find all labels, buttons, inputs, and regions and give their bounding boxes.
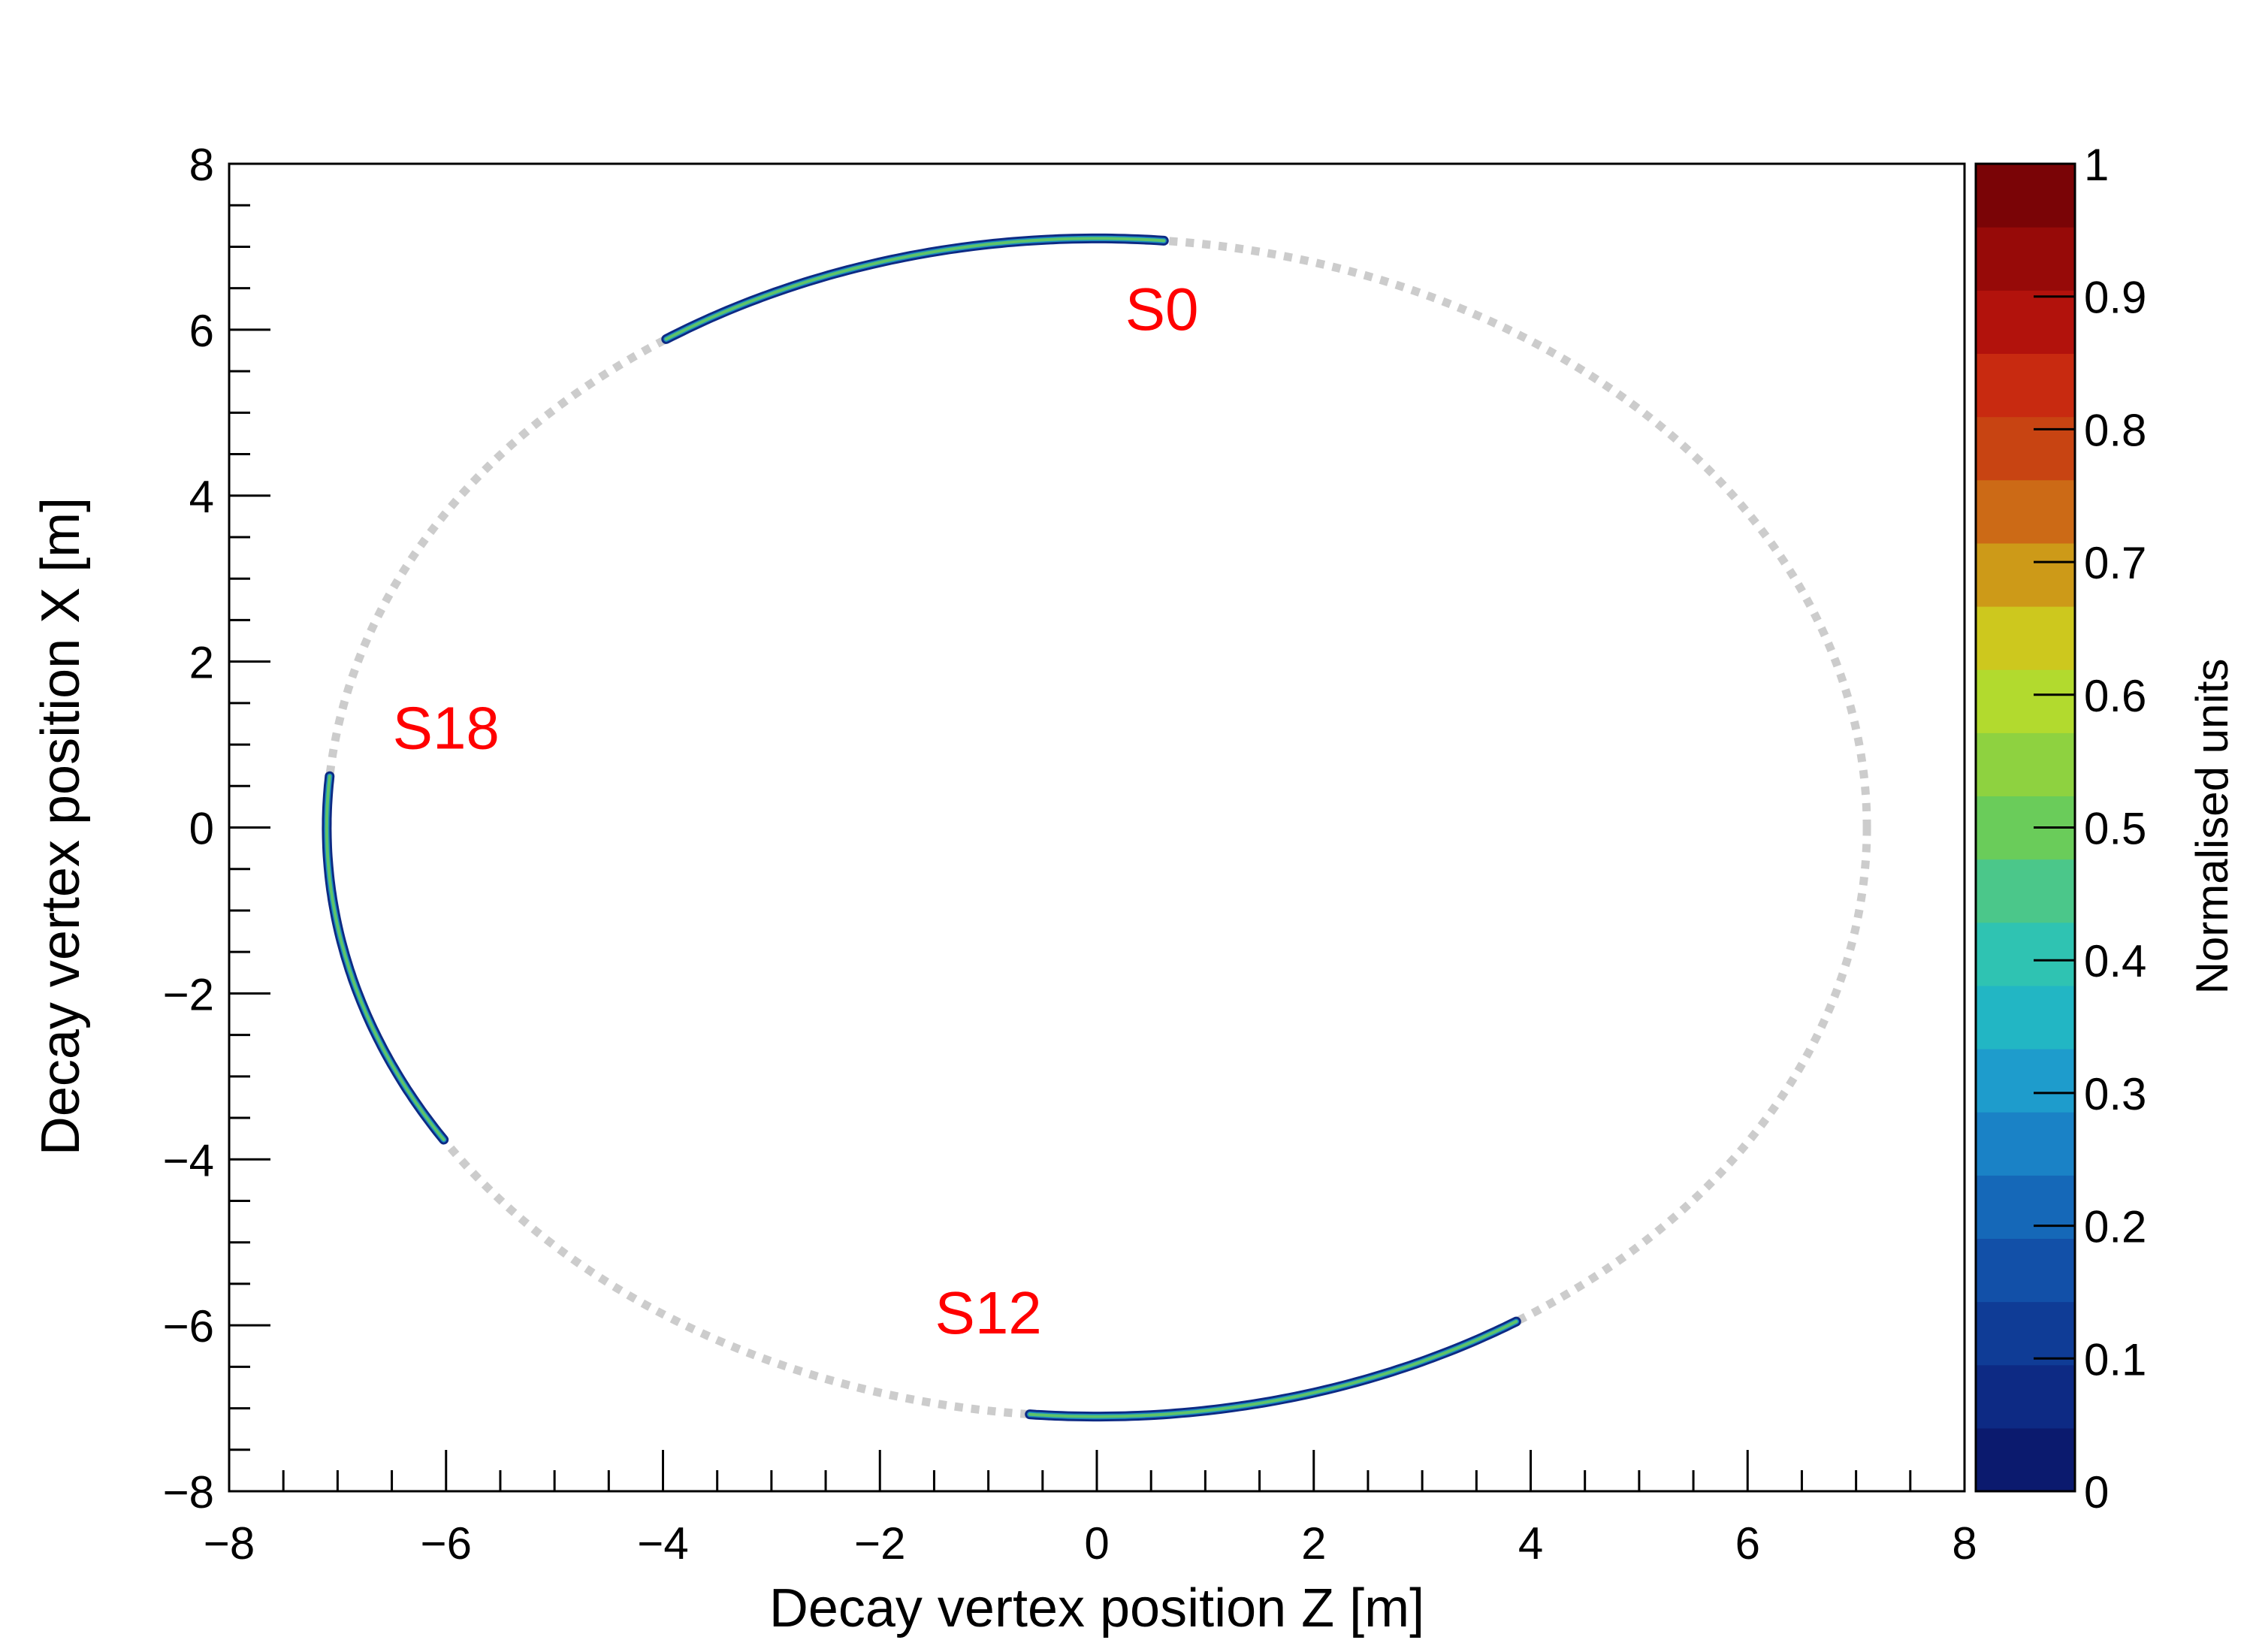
colorbar-tick-label: 1 [2084,140,2109,190]
plot-frame [228,162,1966,1493]
colorbar-tick-label: 0 [2084,1467,2109,1518]
colorbar-swatch [1976,1112,2075,1176]
annotation-s0: S0 [1125,276,1199,343]
reference-circle-path [322,234,1871,1421]
colorbar-swatch [1976,669,2075,733]
colorbar-swatch [1976,606,2075,670]
y-tick-label: −2 [163,969,214,1019]
reference-circle [322,234,1871,1421]
colorbar-swatch [1976,353,2075,418]
colorbar-tick-label: 0.3 [2084,1069,2146,1119]
cluster-s18-band-1 [324,773,447,1143]
colorbar-swatch [1976,859,2075,923]
cluster-s18 [322,771,449,1145]
colorbar-swatch [1976,1049,2075,1113]
colorbar-tick-label: 0.6 [2084,671,2146,721]
colorbar-swatch [1976,479,2075,544]
x-tick-label: −6 [421,1518,472,1569]
colorbar-swatch [1976,227,2075,291]
colorbar-swatch [1976,1175,2075,1240]
x-tick-label: 2 [1301,1518,1326,1569]
y-axis-ticks: −8 −6 −4 −2 0 2 4 6 8 [163,140,270,1518]
y-tick-label: 4 [189,472,214,522]
colorbar-tick-label: 0.4 [2084,936,2146,986]
colorbar-swatch [1976,1364,2075,1429]
cluster-s12 [1025,1316,1521,1422]
colorbar-swatch [1976,416,2075,481]
colorbar-tick-label: 0.1 [2084,1334,2146,1385]
x-axis-ticks: −8 −6 −4 −2 0 2 4 6 8 [204,1450,1977,1569]
x-tick-label: 8 [1952,1518,1977,1569]
cluster-s0 [661,233,1169,344]
colorbar-swatch [1976,922,2075,986]
y-tick-label: 8 [189,140,214,190]
x-tick-label: −2 [854,1518,905,1569]
cluster-annotations: S0 S18 S12 [393,276,1199,1346]
colorbar-swatch [1976,164,2075,228]
y-tick-label: −8 [163,1467,214,1518]
y-tick-label: 6 [189,306,214,356]
x-tick-label: −8 [204,1518,255,1569]
cluster-s0-band-2 [664,237,1166,341]
cluster-s12-band-2 [1028,1320,1518,1418]
colorbar-swatch [1976,985,2075,1049]
y-tick-label: 2 [189,638,214,688]
colorbar-tick-label: 0.5 [2084,804,2146,854]
heatmap-clusters [322,233,1521,1422]
y-tick-label: 0 [189,804,214,854]
x-tick-label: 0 [1084,1518,1109,1569]
colorbar-tick-label: 0.7 [2084,538,2146,588]
annotation-s12: S12 [935,1279,1041,1346]
y-tick-label: −6 [163,1301,214,1351]
y-tick-label: −4 [163,1135,214,1185]
colorbar-tick-label: 0.8 [2084,405,2146,455]
cluster-s18-band-2 [325,775,445,1141]
colorbar: 0 0.1 0.2 0.3 0.4 0.5 0.6 0.7 0.8 0.9 1 [1974,140,2146,1518]
x-tick-label: −4 [637,1518,688,1569]
colorbar-swatch [1976,732,2075,797]
x-axis-title: Decay vertex position Z [m] [769,1578,1424,1638]
colorbar-swatch [1976,1238,2075,1303]
colorbar-swatch [1976,290,2075,355]
colorbar-swatch [1976,1427,2075,1492]
x-tick-label: 6 [1735,1518,1760,1569]
colorbar-tick-label: 0.9 [2084,273,2146,323]
colorbar-tick-label: 0.2 [2084,1202,2146,1252]
y-axis-title: Decay vertex position X [m] [31,497,91,1155]
x-tick-label: 4 [1518,1518,1543,1569]
annotation-s18: S18 [393,695,500,762]
colorbar-swatch [1976,542,2075,607]
colorbar-title: Normalised units [2187,659,2237,995]
colorbar-swatch [1976,1301,2075,1366]
